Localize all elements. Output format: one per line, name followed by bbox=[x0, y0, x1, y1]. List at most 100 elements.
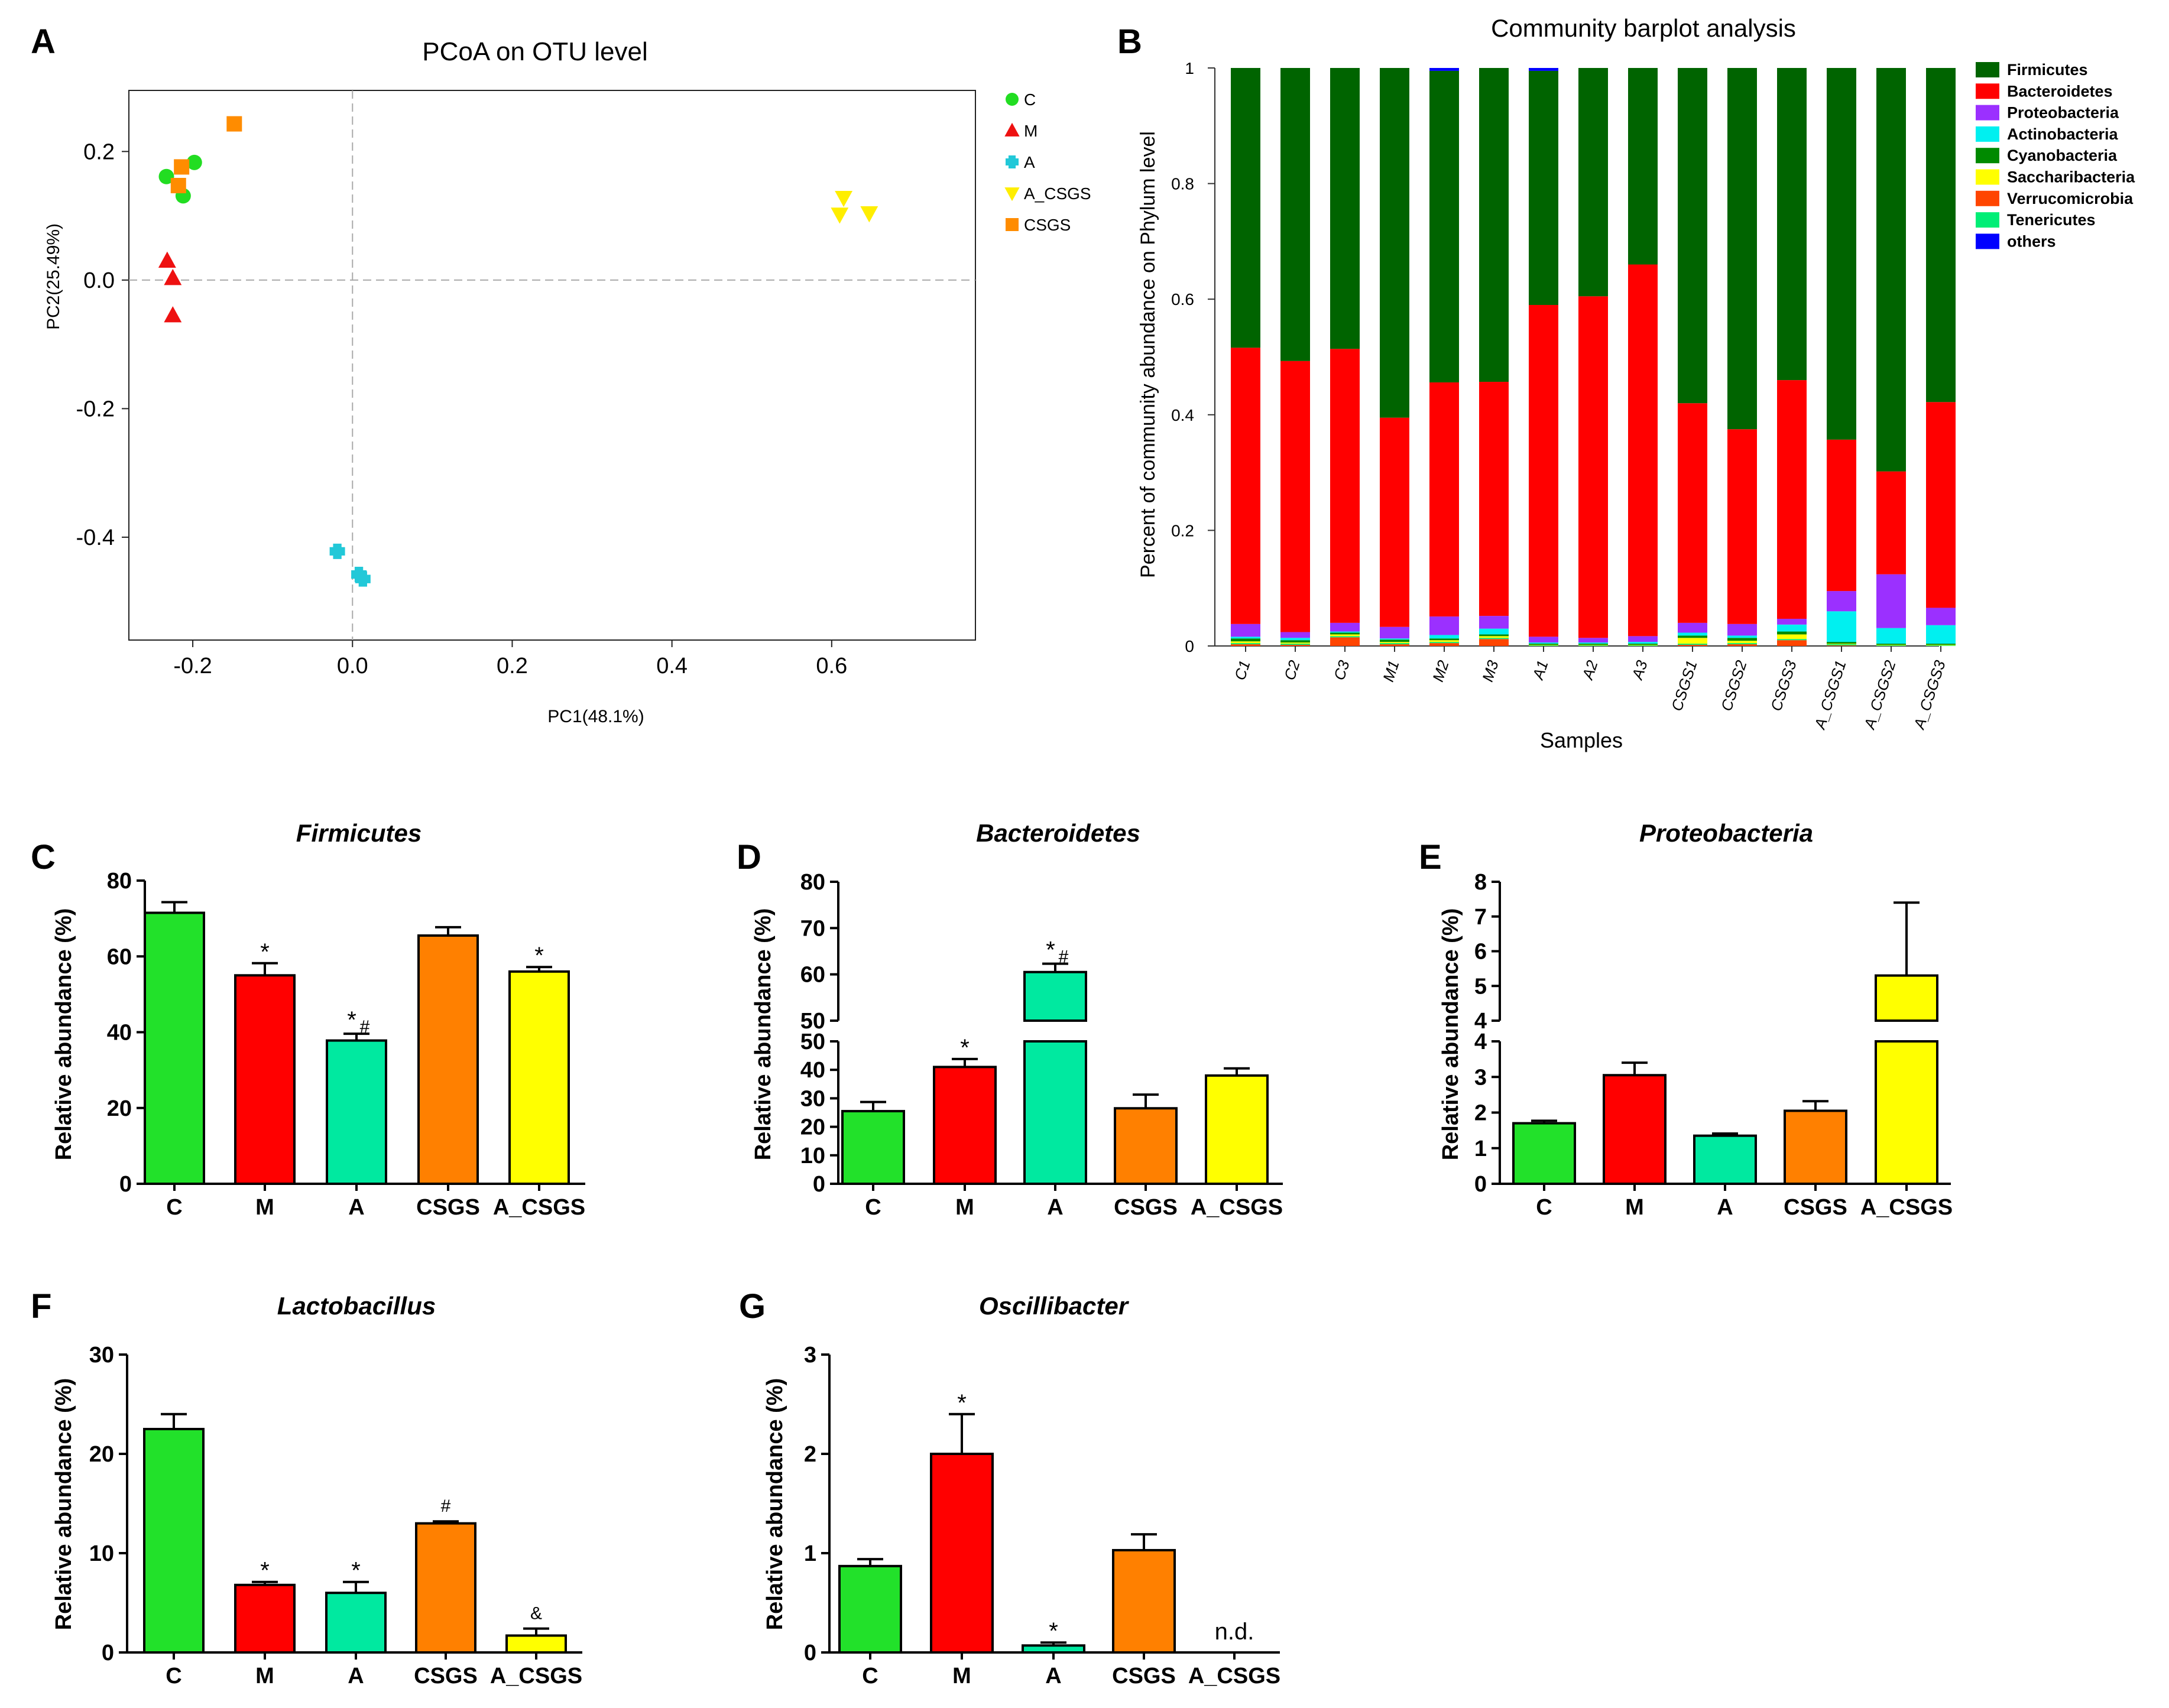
firmicutes-bar-a-csgs bbox=[508, 970, 570, 1186]
bacteroidetes-bar-a-csgs bbox=[1205, 1074, 1269, 1185]
firmicutes-y-tick-label: 80 bbox=[107, 869, 132, 894]
barplot-bar-m1-actinobacteria bbox=[1380, 638, 1409, 640]
barplot-bar-a3-firmicutes bbox=[1628, 68, 1658, 265]
pcoa-x-tick-label: 0.2 bbox=[497, 654, 528, 678]
lactobacillus-y-tick-label: 20 bbox=[89, 1442, 114, 1467]
barplot-bar-m2-cyanobacteria bbox=[1429, 638, 1459, 641]
pcoa-x-tick-label: -0.2 bbox=[173, 654, 212, 678]
barplot-legend-label-others: others bbox=[2007, 232, 2056, 250]
barplot-bar-a-csgs3-tenericutes bbox=[1926, 645, 1956, 646]
firmicutes-bar-c bbox=[144, 911, 205, 1185]
barplot-legend-label-saccharibacteria: Saccharibacteria bbox=[2007, 168, 2135, 186]
barplot-legend-swatch-others bbox=[1976, 233, 1999, 249]
pcoa-legend-label-c: C bbox=[1024, 90, 1036, 109]
barplot-x-tick-label: C2 bbox=[1280, 658, 1304, 682]
proteobacteria-y-tick-label-upper: 8 bbox=[1474, 870, 1487, 895]
lactobacillus-y-tick-label: 30 bbox=[89, 1343, 114, 1368]
barplot-bar-m3-firmicutes bbox=[1479, 68, 1509, 382]
proteobacteria-title: Proteobacteria bbox=[1639, 819, 1813, 847]
barplot-bar-m1-bacteroidetes bbox=[1380, 417, 1409, 627]
bacteroidetes-y-tick-label-upper: 60 bbox=[800, 963, 825, 988]
pcoa-point-c bbox=[158, 168, 174, 184]
proteobacteria-y-tick-label-lower: 2 bbox=[1474, 1101, 1487, 1126]
pcoa-legend-label-csgs: CSGS bbox=[1024, 216, 1071, 234]
barplot-bar-c2-firmicutes bbox=[1280, 68, 1310, 361]
barplot-bar-m2-others bbox=[1429, 68, 1459, 71]
pcoa-legend-marker-c bbox=[1006, 93, 1019, 106]
bacteroidetes-y-tick-label-upper: 80 bbox=[800, 870, 825, 895]
pcoa-point-m bbox=[164, 269, 182, 285]
barplot-legend-label-cyanobacteria: Cyanobacteria bbox=[2007, 147, 2118, 164]
barplot-y-tick-label: 1 bbox=[1185, 59, 1194, 77]
bacteroidetes-x-tick-label-a: A bbox=[1047, 1195, 1063, 1220]
lactobacillus-x-tick-label-a: A bbox=[348, 1664, 364, 1688]
barplot-legend-swatch-tenericutes bbox=[1976, 212, 1999, 228]
oscillibacter-annotation-a: * bbox=[1049, 1618, 1058, 1644]
lactobacillus-title: Lactobacillus bbox=[277, 1292, 436, 1320]
barplot-legend-swatch-saccharibacteria bbox=[1976, 169, 1999, 185]
pcoa-point-csgs bbox=[226, 116, 242, 132]
barplot-bar-m1-saccharibacteria bbox=[1380, 642, 1409, 644]
panel-letter-g: G bbox=[739, 1287, 766, 1326]
bacteroidetes-bar-m bbox=[933, 1066, 997, 1185]
pcoa-point-a-csgs bbox=[835, 190, 853, 207]
barplot-bar-m2-bacteroidetes bbox=[1429, 382, 1459, 617]
oscillibacter-y-tick-label: 1 bbox=[804, 1541, 816, 1566]
barplot-bar-a-csgs1-actinobacteria bbox=[1827, 611, 1856, 642]
bacteroidetes-bar-c bbox=[841, 1110, 905, 1185]
lactobacillus-annotation-a-csgs: & bbox=[530, 1604, 542, 1623]
barplot-bar-m2-verrucomicrobia bbox=[1429, 643, 1459, 646]
bacteroidetes-y-tick-label-lower: 30 bbox=[800, 1086, 825, 1111]
pcoa-legend-label-a-csgs: A_CSGS bbox=[1024, 184, 1091, 203]
barplot-bar-m3-bacteroidetes bbox=[1479, 382, 1509, 616]
barplot-bar-csgs1-bacteroidetes bbox=[1678, 403, 1707, 623]
proteobacteria-y-tick-label-upper: 4 bbox=[1474, 1009, 1487, 1034]
barplot-legend-swatch-proteobacteria bbox=[1976, 105, 1999, 121]
pcoa-legend-marker-csgs bbox=[1006, 218, 1019, 231]
lactobacillus-y-axis-label: Relative abundance (%) bbox=[51, 1378, 76, 1631]
oscillibacter-y-tick-label: 3 bbox=[804, 1343, 816, 1368]
barplot-bar-m1-cyanobacteria bbox=[1380, 639, 1409, 642]
barplot-x-tick-label: C3 bbox=[1330, 658, 1353, 682]
barplot-bar-csgs2-tenericutes bbox=[1727, 643, 1757, 645]
firmicutes-bar-a bbox=[326, 1039, 387, 1186]
panel-letter-c: C bbox=[31, 838, 56, 876]
oscillibacter-y-tick-label: 0 bbox=[804, 1641, 816, 1665]
barplot-bar-c2-actinobacteria bbox=[1280, 638, 1310, 641]
barplot-y-tick-label: 0.4 bbox=[1171, 406, 1194, 424]
bacteroidetes-panel: Bacteroidetes Relative abundance (%) 50 60 7… bbox=[751, 819, 1283, 1220]
barplot-bar-a-csgs2-cyanobacteria bbox=[1876, 644, 1906, 645]
lactobacillus-bar-csgs bbox=[415, 1522, 476, 1654]
barplot-x-tick-label: A_CSGS1 bbox=[1810, 658, 1849, 732]
proteobacteria-y-tick-label-lower: 3 bbox=[1474, 1065, 1487, 1090]
firmicutes-y-tick-label: 60 bbox=[107, 944, 132, 969]
bacteroidetes-annotation-star-a: * bbox=[1046, 937, 1055, 963]
barplot-bar-c2-cyanobacteria bbox=[1280, 640, 1310, 643]
barplot-legend-swatch-cyanobacteria bbox=[1976, 148, 1999, 164]
barplot-bar-csgs2-saccharibacteria bbox=[1727, 641, 1757, 644]
proteobacteria-x-tick-label-m: M bbox=[1625, 1195, 1644, 1220]
barplot-bar-a3-bacteroidetes bbox=[1628, 264, 1658, 637]
bacteroidetes-x-tick-label-a-csgs: A_CSGS bbox=[1191, 1195, 1283, 1220]
barplot-bar-a2-actinobacteria bbox=[1578, 642, 1608, 644]
pcoa-x-tick-label: 0.6 bbox=[816, 654, 847, 678]
barplot-bar-a-csgs3-firmicutes bbox=[1926, 68, 1956, 402]
barplot-bar-csgs1-cyanobacteria bbox=[1678, 635, 1707, 638]
barplot-bar-c2-bacteroidetes bbox=[1280, 361, 1310, 632]
barplot-x-tick-label: CSGS2 bbox=[1717, 658, 1750, 713]
lactobacillus-y-tick-label: 0 bbox=[102, 1641, 114, 1665]
barplot-bar-a-csgs2-tenericutes bbox=[1876, 645, 1906, 646]
barplot-x-axis-label: Samples bbox=[1540, 728, 1623, 752]
lactobacillus-x-tick-label-csgs: CSGS bbox=[414, 1664, 478, 1688]
panel-letter-e: E bbox=[1419, 838, 1442, 876]
barplot-bar-a1-cyanobacteria bbox=[1529, 644, 1558, 645]
proteobacteria-x-tick-label-a: A bbox=[1717, 1195, 1733, 1220]
firmicutes-bar-m bbox=[234, 974, 296, 1185]
barplot-bar-m1-tenericutes bbox=[1380, 643, 1409, 645]
bacteroidetes-bar-csgs bbox=[1114, 1107, 1178, 1186]
barplot-bar-csgs2-cyanobacteria bbox=[1727, 638, 1757, 641]
barplot-bar-c1-saccharibacteria bbox=[1231, 641, 1260, 644]
barplot-bar-m3-cyanobacteria bbox=[1479, 634, 1509, 637]
barplot-bar-csgs2-firmicutes bbox=[1727, 68, 1757, 430]
proteobacteria-x-tick-label-c: C bbox=[1536, 1195, 1552, 1220]
